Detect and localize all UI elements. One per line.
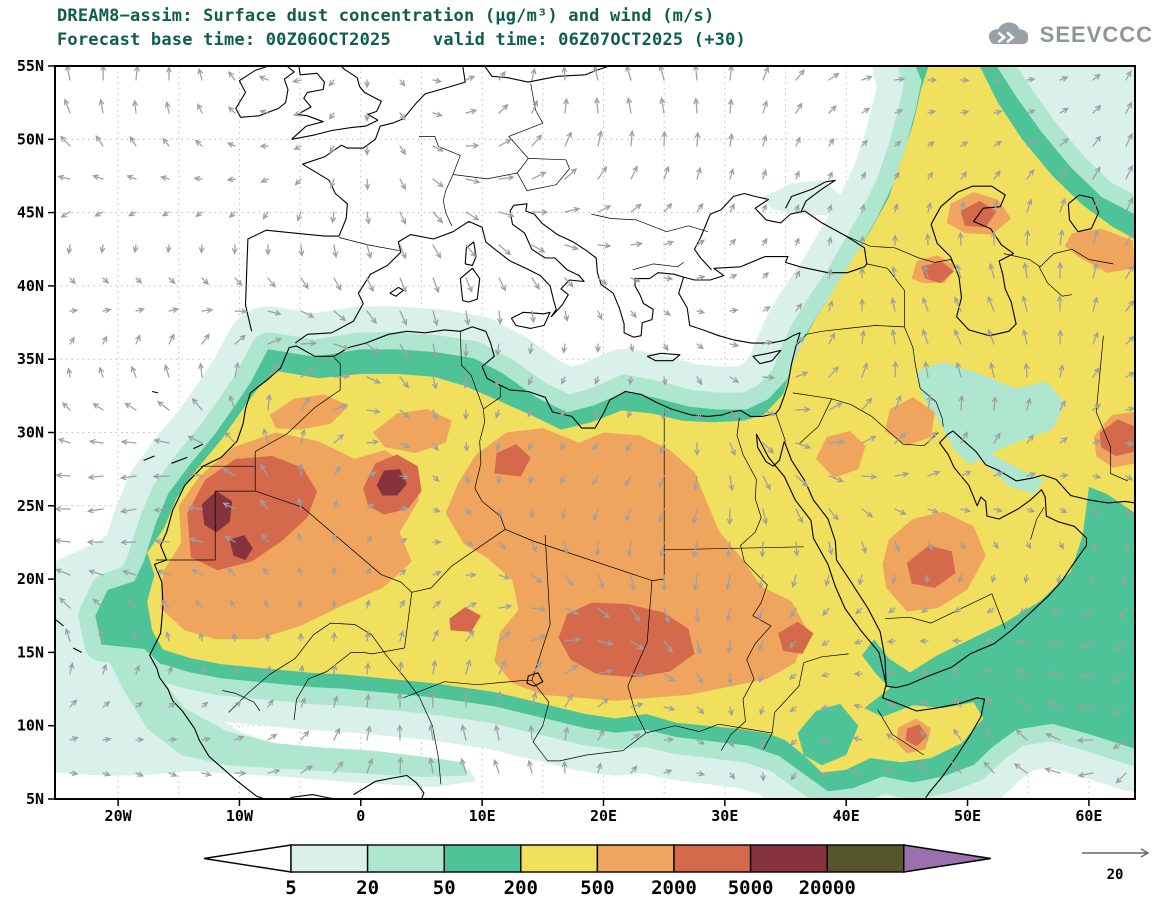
y-tick-label: 45N xyxy=(17,204,44,222)
colorbar: 5 20 50 200 500 2000 5000 20000 xyxy=(203,844,991,899)
cloud-logo-icon xyxy=(988,22,1028,45)
chart-title: DREAM8−assim: Surface dust concentration… xyxy=(57,6,715,26)
valid-time: valid time: 06Z07OCT2025 (+30) xyxy=(432,30,746,50)
colorbar-label: 20000 xyxy=(799,877,856,899)
colorbar-label: 20 xyxy=(356,877,379,899)
y-tick-label: 15N xyxy=(17,643,44,661)
country-borders xyxy=(155,83,1128,762)
y-tick-label: 50N xyxy=(17,130,44,148)
axis-labels: 5N 10N 15N 20N 25N 30N 35N 40N 45N 50N 55N 20W 10W 0 1… xyxy=(17,57,1103,825)
logo-text: SEEVCCC xyxy=(1039,21,1153,47)
y-tick-label: 40N xyxy=(17,277,44,295)
y-tick-label: 25N xyxy=(17,497,44,515)
x-tick-label: 20E xyxy=(590,807,617,825)
x-tick-label: 50E xyxy=(954,807,981,825)
x-tick-label: 60E xyxy=(1075,807,1102,825)
x-tick-label: 20W xyxy=(105,807,133,825)
colorbar-label: 5 xyxy=(285,877,296,899)
y-tick-label: 30N xyxy=(17,424,44,442)
y-tick-label: 5N xyxy=(26,790,44,808)
colorbar-label: 2000 xyxy=(651,877,697,899)
x-tick-label: 40E xyxy=(833,807,860,825)
colorbar-label: 50 xyxy=(433,877,456,899)
x-tick-label: 30E xyxy=(711,807,738,825)
x-tick-label: 10E xyxy=(469,807,496,825)
wind-reference-label: 20 xyxy=(1107,867,1124,883)
y-tick-label: 35N xyxy=(17,350,44,368)
x-tick-label: 0 xyxy=(356,807,365,825)
y-tick-label: 20N xyxy=(17,570,44,588)
colorbar-label: 200 xyxy=(504,877,538,899)
y-tick-label: 55N xyxy=(17,57,44,75)
colorbar-label: 5000 xyxy=(728,877,774,899)
wind-reference: 20 xyxy=(1082,848,1150,883)
colorbar-label: 500 xyxy=(580,877,614,899)
forecast-base-time: Forecast base time: 00Z06OCT2025 xyxy=(57,30,391,50)
x-tick-label: 10W xyxy=(226,807,254,825)
chart-subtitle: Forecast base time: 00Z06OCT2025 valid t… xyxy=(57,30,746,50)
wind-vectors xyxy=(55,66,1135,784)
seevccc-logo: SEEVCCC xyxy=(983,18,1153,51)
y-tick-label: 10N xyxy=(17,717,44,735)
